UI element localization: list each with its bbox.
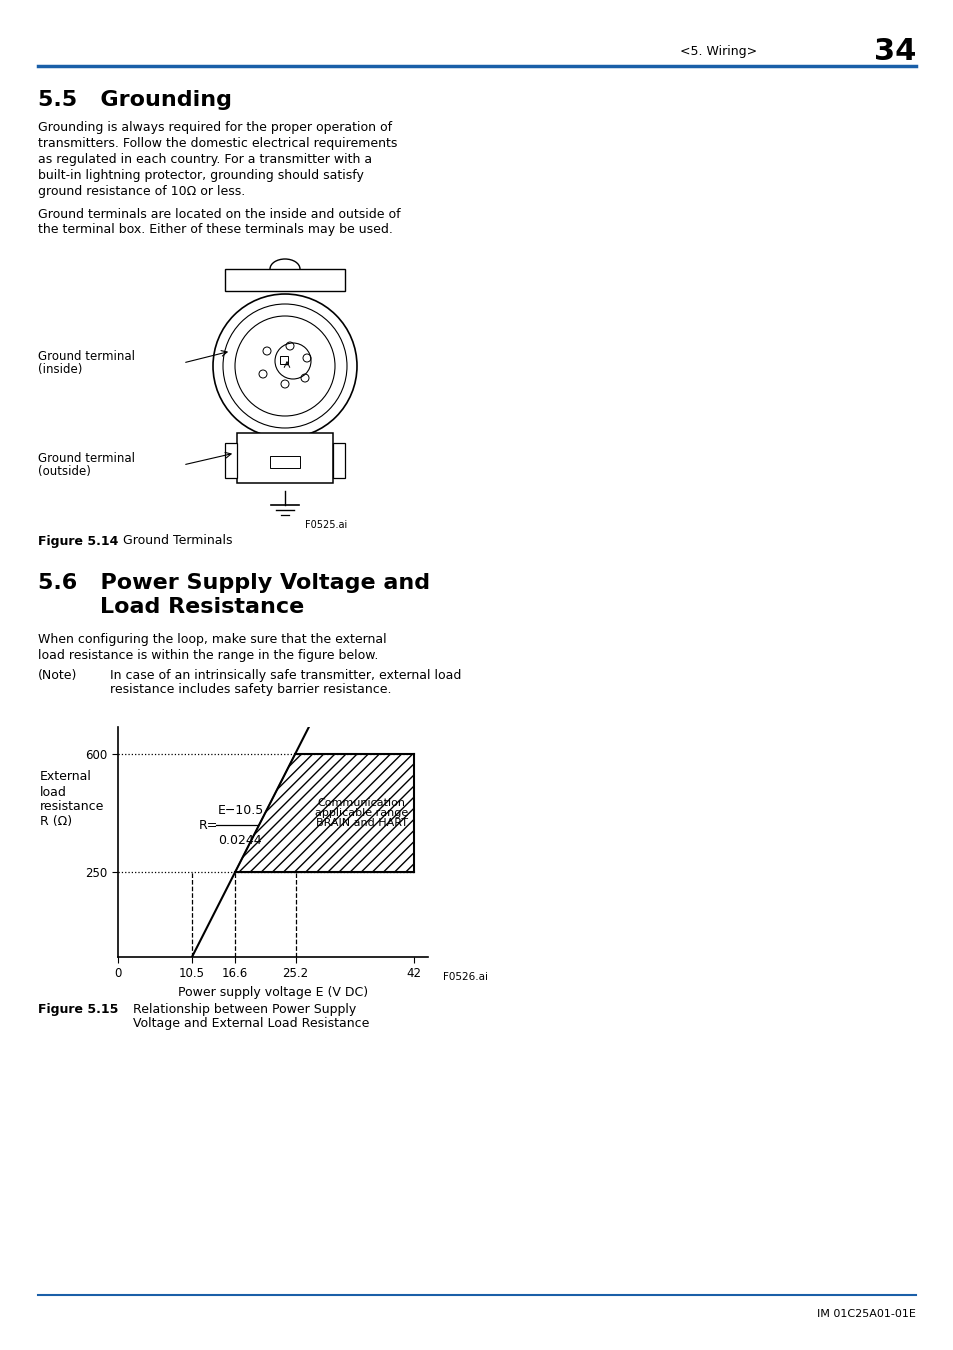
Text: load resistance is within the range in the figure below.: load resistance is within the range in t… — [38, 648, 378, 662]
Text: built-in lightning protector, grounding should satisfy: built-in lightning protector, grounding … — [38, 170, 363, 182]
Text: Grounding is always required for the proper operation of: Grounding is always required for the pro… — [38, 122, 392, 135]
Text: In case of an intrinsically safe transmitter, external load: In case of an intrinsically safe transmi… — [110, 668, 461, 682]
Text: (inside): (inside) — [38, 363, 82, 377]
Bar — [333, 443, 345, 478]
Text: Ground Terminals: Ground Terminals — [123, 535, 233, 548]
X-axis label: Power supply voltage E (V DC): Power supply voltage E (V DC) — [178, 986, 368, 999]
Text: R=: R= — [199, 818, 218, 832]
Text: ground resistance of 10Ω or less.: ground resistance of 10Ω or less. — [38, 185, 245, 198]
Text: transmitters. Follow the domestic electrical requirements: transmitters. Follow the domestic electr… — [38, 138, 397, 150]
Polygon shape — [234, 755, 414, 872]
Text: Ground terminals are located on the inside and outside of: Ground terminals are located on the insi… — [38, 208, 400, 220]
Text: Ground terminal: Ground terminal — [38, 350, 135, 363]
Text: (Note): (Note) — [38, 668, 77, 682]
Text: F0526.ai: F0526.ai — [442, 972, 488, 981]
Circle shape — [213, 294, 356, 437]
Text: External: External — [40, 771, 91, 783]
Text: 5.5   Grounding: 5.5 Grounding — [38, 90, 232, 109]
Text: F0525.ai: F0525.ai — [305, 520, 347, 531]
Text: 34: 34 — [873, 38, 915, 66]
Text: Figure 5.14: Figure 5.14 — [38, 535, 118, 548]
Text: Figure 5.15: Figure 5.15 — [38, 1003, 118, 1015]
Text: R (Ω): R (Ω) — [40, 815, 72, 829]
Text: <5. Wiring>: <5. Wiring> — [679, 46, 757, 58]
Text: 5.6   Power Supply Voltage and: 5.6 Power Supply Voltage and — [38, 572, 430, 593]
Circle shape — [234, 316, 335, 416]
Bar — [280, 356, 288, 365]
Bar — [225, 269, 345, 292]
Text: as regulated in each country. For a transmitter with a: as regulated in each country. For a tran… — [38, 154, 372, 166]
Text: IM 01C25A01-01E: IM 01C25A01-01E — [817, 1310, 915, 1319]
Bar — [236, 433, 333, 483]
Bar — [270, 456, 299, 468]
Circle shape — [223, 304, 347, 428]
Text: Relationship between Power Supply: Relationship between Power Supply — [132, 1003, 355, 1015]
Text: (outside): (outside) — [38, 466, 91, 478]
Text: applicable range: applicable range — [314, 809, 408, 818]
Text: Ground terminal: Ground terminal — [38, 451, 135, 464]
Text: When configuring the loop, make sure that the external: When configuring the loop, make sure tha… — [38, 633, 386, 645]
Text: Voltage and External Load Resistance: Voltage and External Load Resistance — [132, 1018, 369, 1030]
Text: BRAIN and HART: BRAIN and HART — [315, 818, 407, 829]
Text: load: load — [40, 786, 67, 798]
Text: Load Resistance: Load Resistance — [38, 597, 304, 617]
Text: resistance: resistance — [40, 801, 104, 814]
Text: 0.0244: 0.0244 — [218, 833, 261, 846]
Text: resistance includes safety barrier resistance.: resistance includes safety barrier resis… — [110, 683, 391, 697]
Text: E−10.5: E−10.5 — [218, 803, 264, 817]
Text: Communication: Communication — [317, 798, 405, 809]
Bar — [225, 443, 236, 478]
Text: the terminal box. Either of these terminals may be used.: the terminal box. Either of these termin… — [38, 224, 393, 236]
